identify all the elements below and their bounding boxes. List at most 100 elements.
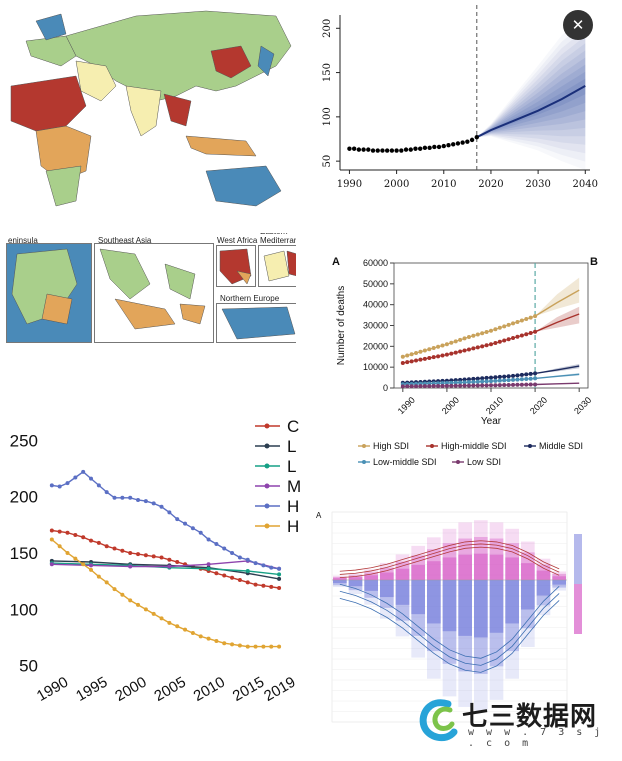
negative-bar	[427, 580, 441, 624]
series-point	[484, 379, 489, 384]
negative-bar	[552, 580, 566, 585]
series-point	[214, 541, 219, 546]
series-point	[245, 557, 250, 562]
series-point	[261, 644, 266, 649]
x-tick-label: 2030	[572, 395, 593, 416]
positive-bar	[333, 575, 347, 580]
observed-point	[384, 148, 390, 153]
legend-swatch-dot	[264, 423, 270, 429]
series-point	[136, 552, 141, 557]
observed-point	[460, 140, 465, 145]
series-point	[183, 627, 188, 632]
series-point	[427, 347, 432, 352]
series-point	[104, 580, 109, 585]
rates-panel: 50 100 150 200 250 1990 1995 2000 2005 2010 2015 20…	[0, 408, 300, 728]
series-point	[515, 373, 520, 378]
series-point	[511, 377, 516, 382]
series-point	[506, 322, 511, 327]
x-tick-label: 2030	[525, 179, 550, 190]
series-point	[136, 602, 141, 607]
series-point	[427, 384, 432, 389]
positive-trend-line	[339, 546, 560, 579]
close-button[interactable]: ✕	[563, 10, 593, 40]
series-point	[422, 348, 427, 353]
series-point	[136, 498, 141, 503]
series-point	[524, 372, 529, 377]
series-point	[214, 638, 219, 643]
series-point	[49, 528, 54, 533]
inset-label: West Africa	[217, 236, 258, 245]
series-point	[57, 544, 62, 549]
series-point	[484, 375, 489, 380]
series-point	[198, 634, 203, 639]
series-point	[405, 353, 410, 358]
series-point	[519, 382, 524, 387]
series-point	[533, 371, 538, 376]
series-point	[475, 379, 480, 384]
map-region-australia	[205, 165, 282, 207]
y-tick-label: 100	[322, 107, 333, 126]
series-point	[245, 569, 250, 574]
series-point	[480, 383, 485, 388]
series-point	[143, 499, 148, 504]
series-point	[128, 598, 133, 603]
y-tick-label: 250	[10, 431, 38, 450]
forecast-chart: 1990 2000 2010 2020 2030 2040 50 100 150 200	[322, 5, 598, 190]
x-tick-label: 1990	[396, 395, 417, 416]
legend-swatch-dot	[362, 460, 366, 464]
observed-point	[347, 146, 352, 151]
forecast-band	[476, 22, 586, 162]
panel-label: A	[316, 511, 322, 520]
negative-bar	[521, 580, 535, 610]
legend-swatch-dot	[456, 460, 460, 464]
series-point	[453, 339, 458, 344]
map-region-east-asia	[210, 45, 252, 79]
y-tick-label: 100	[10, 600, 38, 619]
series-point	[493, 378, 498, 383]
series-point	[120, 592, 125, 597]
series-point	[471, 376, 476, 381]
positive-trend-line	[339, 543, 560, 575]
series-point	[471, 333, 476, 338]
series-point	[167, 564, 172, 569]
series-point	[237, 578, 242, 583]
positive-bar	[552, 571, 566, 580]
series-point	[453, 380, 458, 385]
y-tick-label: 60000	[363, 258, 388, 268]
series-point	[466, 377, 471, 382]
series-point	[414, 351, 419, 355]
series-point	[128, 564, 133, 569]
series-point	[528, 331, 533, 335]
negative-bar	[474, 580, 488, 638]
observed-point	[474, 135, 479, 140]
legend-label: H	[287, 517, 299, 536]
series-point	[511, 321, 516, 326]
map-region-south-africa	[45, 165, 82, 207]
observed-point	[451, 142, 456, 147]
legend-swatch-dot	[264, 503, 270, 509]
legend-swatch-dot	[264, 523, 270, 529]
series-point	[506, 337, 511, 342]
legend-label: High SDI	[373, 441, 409, 451]
legend-swatch-dot	[264, 483, 270, 489]
series-point	[261, 583, 266, 588]
positive-bar	[521, 563, 535, 580]
series-point	[143, 607, 148, 612]
series-point	[466, 334, 471, 339]
series-point	[493, 327, 498, 332]
series-point	[230, 642, 235, 647]
legend-label: L	[287, 437, 296, 456]
series-point	[489, 379, 493, 384]
projection-line	[534, 313, 580, 333]
series-point	[431, 346, 436, 350]
positive-bar	[552, 576, 566, 580]
positive-bar	[348, 577, 363, 580]
observed-point	[356, 147, 362, 152]
positive-bar	[411, 564, 425, 580]
series-point	[449, 351, 454, 356]
legend-label: L	[287, 457, 296, 476]
series-point	[449, 383, 454, 388]
series-point	[418, 384, 423, 389]
forecast-line	[476, 85, 586, 139]
series-point	[269, 584, 274, 589]
